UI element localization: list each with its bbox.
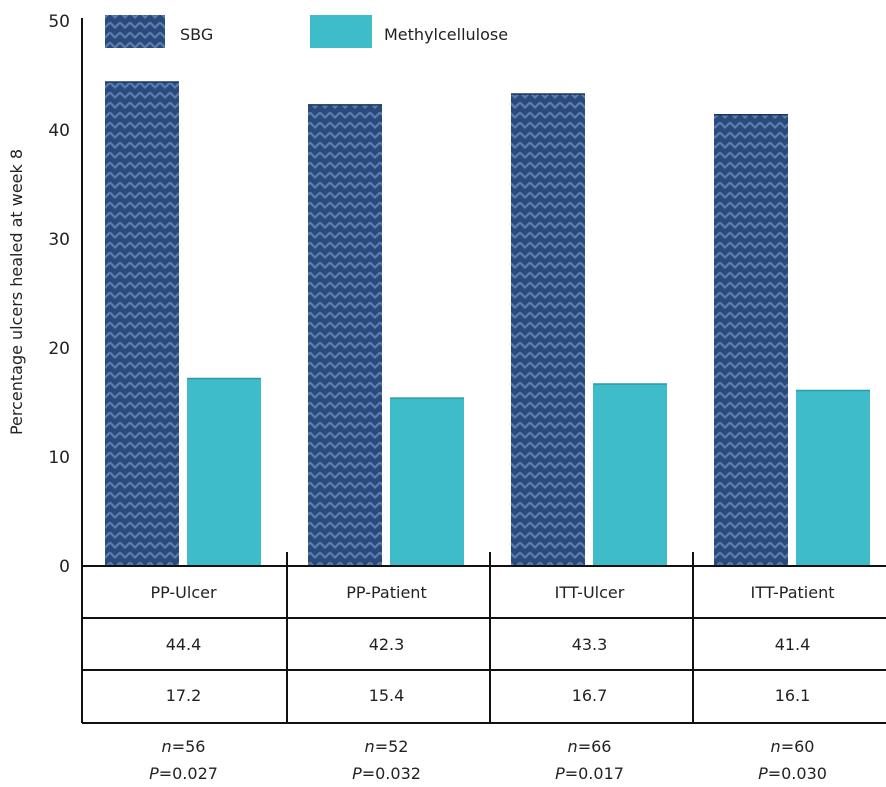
n-value: =52 xyxy=(375,737,409,756)
data-label-methylcellulose: 16.1 xyxy=(775,686,811,705)
p-value-label: P=0.032 xyxy=(352,764,421,783)
legend: SBG Methylcellulose xyxy=(105,15,508,48)
p-symbol: P xyxy=(149,764,159,783)
bar-sbg-itt-ulcer xyxy=(511,94,585,566)
x-category-label: PP-Ulcer xyxy=(150,583,217,602)
data-table xyxy=(82,552,886,724)
sample-size-label: n=66 xyxy=(568,737,612,756)
legend-swatch-sbg xyxy=(105,15,165,48)
table-text: PP-Ulcer 44.4 17.2 PP-Patient 42.3 15.4 ITT-Ul… xyxy=(150,583,834,705)
p-value: =0.017 xyxy=(565,764,624,783)
legend-label-sbg: SBG xyxy=(180,25,213,44)
x-category-label: ITT-Ulcer xyxy=(555,583,625,602)
n-symbol: n xyxy=(771,737,781,756)
n-value: =60 xyxy=(781,737,815,756)
p-value: =0.027 xyxy=(159,764,218,783)
data-label-sbg: 42.3 xyxy=(369,635,405,654)
bar-methylcellulose-itt-patient xyxy=(796,390,870,566)
bar-sbg-itt-patient xyxy=(714,114,788,567)
x-category-label: PP-Patient xyxy=(346,583,426,602)
n-symbol: n xyxy=(568,737,578,756)
p-value: =0.032 xyxy=(362,764,421,783)
y-tick-label: 50 xyxy=(48,12,70,32)
bar-sbg-pp-ulcer xyxy=(105,82,179,566)
y-ticks: 0 10 20 30 40 50 xyxy=(48,12,70,577)
sample-size-notes: n=56P=0.027n=52P=0.032n=66P=0.017n=60P=0… xyxy=(149,737,827,783)
bars-layer xyxy=(105,81,870,567)
sample-size-label: n=52 xyxy=(365,737,409,756)
sample-size-label: n=56 xyxy=(162,737,206,756)
y-tick-label: 30 xyxy=(48,230,70,250)
legend-label-methylcellulose: Methylcellulose xyxy=(384,25,508,44)
x-category-label: ITT-Patient xyxy=(751,583,835,602)
y-tick-label: 0 xyxy=(59,557,70,577)
sample-size-label: n=60 xyxy=(771,737,815,756)
p-symbol: P xyxy=(555,764,565,783)
data-label-sbg: 44.4 xyxy=(166,635,202,654)
y-tick-label: 40 xyxy=(48,121,70,141)
bar-methylcellulose-pp-patient xyxy=(390,398,464,566)
data-label-methylcellulose: 15.4 xyxy=(369,686,405,705)
y-axis-label: Percentage ulcers healed at week 8 xyxy=(7,149,26,435)
data-label-methylcellulose: 16.7 xyxy=(572,686,608,705)
n-symbol: n xyxy=(365,737,375,756)
data-label-methylcellulose: 17.2 xyxy=(166,686,202,705)
bar-methylcellulose-pp-ulcer xyxy=(187,378,261,566)
p-value-label: P=0.017 xyxy=(555,764,624,783)
p-value: =0.030 xyxy=(768,764,827,783)
n-value: =66 xyxy=(578,737,612,756)
n-value: =56 xyxy=(172,737,206,756)
legend-swatch-methylcellulose xyxy=(310,15,372,48)
p-symbol: P xyxy=(758,764,768,783)
p-value-label: P=0.027 xyxy=(149,764,218,783)
data-label-sbg: 43.3 xyxy=(572,635,608,654)
n-symbol: n xyxy=(162,737,172,756)
bar-methylcellulose-itt-ulcer xyxy=(593,383,667,566)
bar-sbg-pp-patient xyxy=(308,104,382,567)
data-label-sbg: 41.4 xyxy=(775,635,811,654)
y-tick-label: 20 xyxy=(48,339,70,359)
p-value-label: P=0.030 xyxy=(758,764,827,783)
p-symbol: P xyxy=(352,764,362,783)
y-tick-label: 10 xyxy=(48,448,70,468)
